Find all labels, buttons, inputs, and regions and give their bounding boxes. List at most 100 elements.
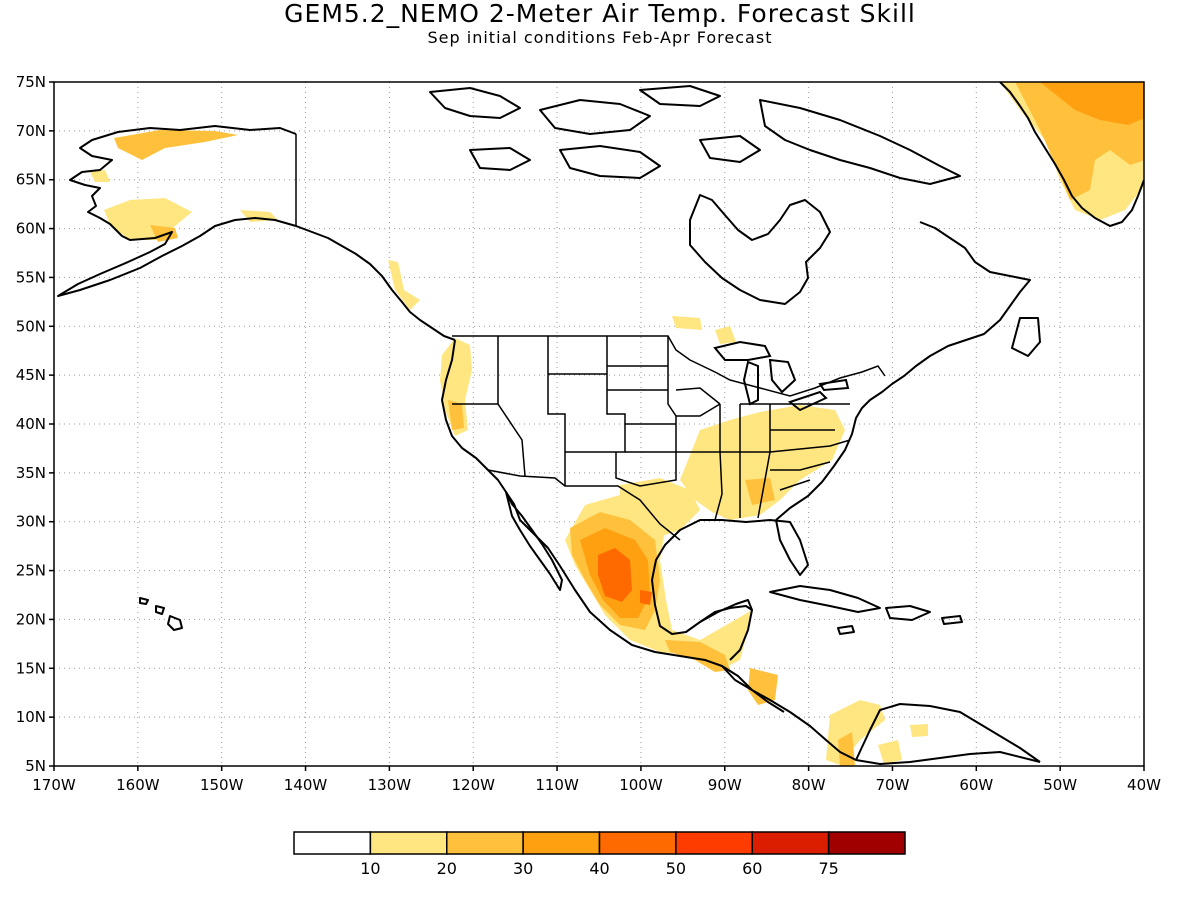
tick-label-lat: 30N (16, 513, 46, 531)
legend-swatch (598, 831, 677, 855)
tick-label-lon: 40W (1127, 776, 1161, 794)
coast-hawaii-maui (155, 605, 165, 615)
tick-label-lat: 20N (16, 610, 46, 628)
border-states-12 (720, 439, 851, 453)
tick-label-lat: 70N (16, 122, 46, 140)
legend-label: 60 (742, 859, 762, 878)
border-states-10 (615, 452, 677, 487)
border-us-canada (452, 335, 886, 397)
skill-shading (90, 82, 1144, 766)
border-states-5 (625, 336, 677, 453)
coast-arctic-5 (469, 147, 531, 171)
legend-label: 75 (818, 859, 838, 878)
coast-hawaii-oahu (139, 597, 149, 605)
tick-label-lon: 50W (1043, 776, 1077, 794)
shade-greenland-inner (1040, 82, 1144, 125)
tick-label-lat: 75N (16, 73, 46, 91)
shade-panama (826, 700, 885, 765)
legend-swatch (446, 831, 524, 855)
tick-label-lat: 35N (16, 464, 46, 482)
shade-southeast-core (745, 478, 775, 505)
coast-hudson-bay (689, 194, 831, 305)
legend-label: 50 (666, 859, 686, 878)
shade-bc-coast (388, 260, 420, 310)
border-states-15 (757, 404, 771, 519)
lake-michigan (742, 360, 759, 406)
coast-baffin (759, 99, 961, 185)
coast-jamaica (837, 625, 855, 635)
coast-east (775, 221, 1031, 521)
tick-label-lat: 15N (16, 659, 46, 677)
legend-swatch (675, 831, 753, 855)
legend-label: 20 (437, 859, 457, 878)
coastlines (57, 82, 1144, 765)
coast-alaska (57, 125, 297, 297)
legend-label: 30 (513, 859, 533, 878)
tick-label-lon: 170W (32, 776, 76, 794)
coast-alaska-panhandle (295, 225, 456, 341)
border-states-19 (779, 479, 811, 491)
border-states-2 (497, 403, 526, 477)
shade-colombia (878, 740, 902, 764)
coast-baja (505, 491, 563, 591)
borders (295, 134, 886, 541)
lake-ontario (818, 378, 850, 392)
coast-arctic-2 (539, 99, 651, 135)
tick-label-lon: 130W (368, 776, 412, 794)
legend-swatch (751, 831, 830, 855)
legend-label: 10 (360, 859, 380, 878)
border-states-20 (676, 403, 721, 417)
tick-label-lat: 50N (16, 317, 46, 335)
tick-label-lon: 150W (200, 776, 244, 794)
map-title: GEM5.2_NEMO 2-Meter Air Temp. Forecast S… (284, 0, 916, 28)
border-states-3 (547, 336, 566, 486)
shade-honduras (748, 668, 778, 705)
coast-newfoundland (1011, 317, 1041, 357)
axis-ticks: 170W 160W 150W 140W 130W 120W 110W 100W 90W 80W 70… (16, 73, 1161, 794)
legend-swatch (827, 831, 906, 855)
lake-superior (713, 340, 772, 361)
map-grid (54, 82, 1144, 766)
coast-yucatan (699, 605, 753, 661)
coast-arctic-4 (559, 145, 661, 179)
tick-label-lon: 100W (619, 776, 663, 794)
shade-mexico-core (598, 548, 632, 602)
shade-west-alaska (90, 170, 110, 182)
shade-great-lakes (715, 326, 736, 344)
legend-label: 40 (589, 859, 609, 878)
tick-label-lon: 70W (876, 776, 910, 794)
coast-cuba (769, 585, 881, 613)
tick-label-lat: 10N (16, 708, 46, 726)
tick-label-lon: 90W (708, 776, 742, 794)
coast-south-america (855, 703, 1041, 763)
coast-central-america-pacific (721, 665, 785, 713)
tick-label-lat: 40N (16, 415, 46, 433)
legend-swatch (522, 831, 601, 855)
coast-west (441, 339, 1041, 765)
border-states-11 (676, 451, 723, 521)
coast-puerto-rico (941, 615, 963, 625)
legend-swatch (293, 831, 372, 855)
coast-greenland (999, 82, 1144, 227)
coast-hispaniola (885, 605, 931, 621)
tick-label-lon: 80W (792, 776, 826, 794)
shade-nw-interior (672, 316, 702, 330)
tick-label-lat: 25N (16, 562, 46, 580)
great-lakes (713, 340, 850, 412)
shade-west-coast (440, 338, 472, 436)
tick-label-lon: 120W (451, 776, 495, 794)
border-states-4 (565, 336, 626, 453)
tick-label-lon: 110W (535, 776, 579, 794)
color-legend: 10 20 30 40 50 60 75 (293, 831, 906, 878)
map-subtitle: Sep initial conditions Feb-Apr Forecast (427, 28, 773, 47)
coast-arctic-3 (639, 85, 721, 107)
border-states-18 (770, 461, 831, 471)
coast-arctic-6 (699, 135, 761, 163)
tick-label-lat: 5N (25, 757, 46, 775)
lake-erie (787, 390, 828, 412)
tick-label-lat: 60N (16, 220, 46, 238)
tick-label-lat: 65N (16, 171, 46, 189)
shade-west-coast-core (448, 400, 464, 430)
border-us-mexico (487, 469, 681, 541)
lake-huron (768, 358, 797, 394)
